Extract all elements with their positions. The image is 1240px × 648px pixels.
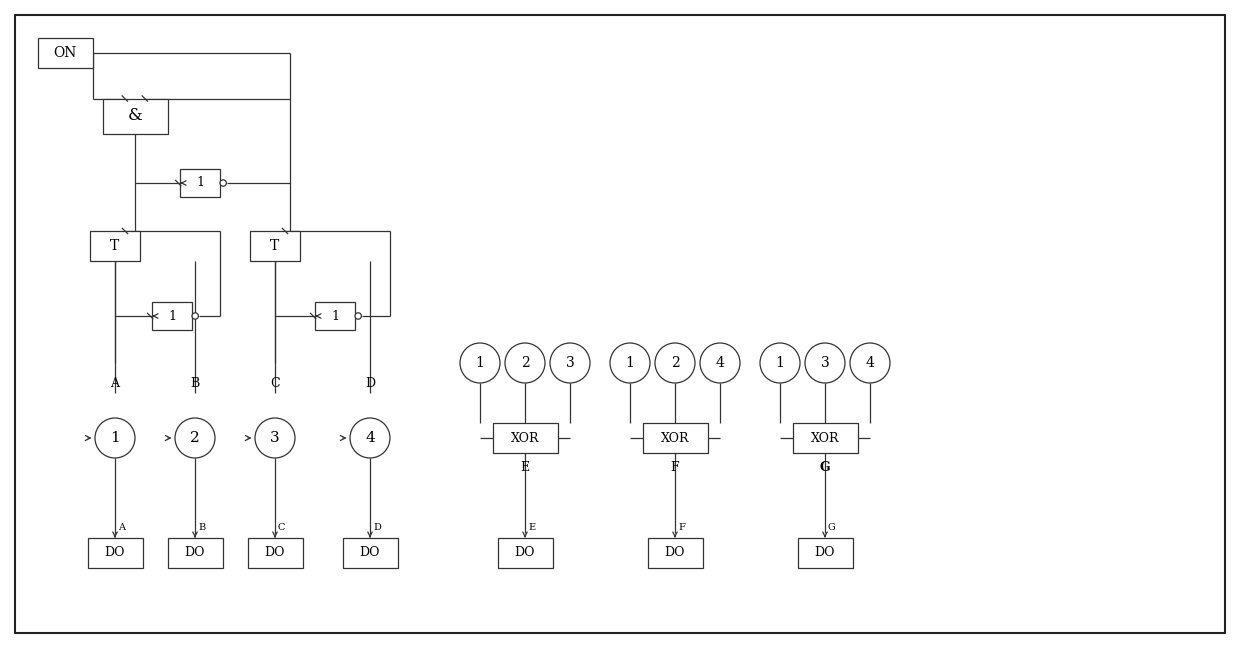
Bar [37, 38, 93, 68]
Text: XOR: XOR [511, 432, 539, 445]
Text: E: E [521, 461, 529, 474]
Circle shape [219, 179, 227, 186]
Bar [647, 538, 703, 568]
Bar [642, 423, 708, 453]
Circle shape [95, 418, 135, 458]
Bar [167, 538, 222, 568]
Circle shape [192, 313, 198, 319]
Text: G: G [820, 461, 831, 474]
Circle shape [551, 343, 590, 383]
Circle shape [655, 343, 694, 383]
Text: E: E [528, 524, 536, 533]
Bar [497, 538, 553, 568]
Text: 1: 1 [625, 356, 635, 370]
Circle shape [460, 343, 500, 383]
Text: A: A [110, 377, 119, 390]
Text: 2: 2 [190, 431, 200, 445]
Text: DO: DO [104, 546, 125, 559]
Text: DO: DO [185, 546, 206, 559]
Text: A: A [118, 524, 125, 533]
Text: 1: 1 [110, 431, 120, 445]
Text: 1: 1 [476, 356, 485, 370]
Text: 2: 2 [521, 356, 529, 370]
Circle shape [805, 343, 844, 383]
Circle shape [701, 343, 740, 383]
Text: DO: DO [265, 546, 285, 559]
Text: F: F [678, 524, 684, 533]
Text: D: D [373, 524, 381, 533]
Bar [315, 302, 355, 330]
Text: 1: 1 [196, 176, 205, 189]
Bar [797, 538, 853, 568]
Text: DO: DO [515, 546, 536, 559]
Text: 4: 4 [365, 431, 374, 445]
Bar [792, 423, 858, 453]
Text: 4: 4 [715, 356, 724, 370]
Bar [88, 538, 143, 568]
Text: 2: 2 [671, 356, 680, 370]
Text: D: D [365, 377, 374, 390]
Text: 3: 3 [270, 431, 280, 445]
Circle shape [610, 343, 650, 383]
Bar [153, 302, 192, 330]
Text: XOR: XOR [661, 432, 689, 445]
Text: 1: 1 [167, 310, 176, 323]
Circle shape [760, 343, 800, 383]
Bar [492, 423, 558, 453]
Circle shape [350, 418, 391, 458]
Circle shape [175, 418, 215, 458]
Text: &: & [128, 108, 143, 124]
Text: DO: DO [360, 546, 381, 559]
Text: C: C [278, 524, 285, 533]
Text: F: F [671, 461, 680, 474]
Text: G: G [828, 524, 836, 533]
Text: 3: 3 [821, 356, 830, 370]
Circle shape [355, 313, 361, 319]
Bar [103, 98, 167, 133]
Text: XOR: XOR [811, 432, 839, 445]
Text: T: T [110, 239, 119, 253]
Text: B: B [198, 524, 206, 533]
Text: 1: 1 [775, 356, 785, 370]
Text: DO: DO [665, 546, 686, 559]
Text: T: T [270, 239, 280, 253]
Bar [250, 231, 300, 261]
Bar [91, 231, 140, 261]
Bar [180, 169, 219, 197]
Text: DO: DO [815, 546, 836, 559]
Circle shape [505, 343, 546, 383]
Text: 1: 1 [331, 310, 339, 323]
Text: B: B [191, 377, 200, 390]
Text: ON: ON [53, 46, 77, 60]
Bar [342, 538, 398, 568]
Text: 4: 4 [866, 356, 874, 370]
Circle shape [255, 418, 295, 458]
Circle shape [849, 343, 890, 383]
Bar [248, 538, 303, 568]
Text: 3: 3 [565, 356, 574, 370]
Text: C: C [270, 377, 280, 390]
